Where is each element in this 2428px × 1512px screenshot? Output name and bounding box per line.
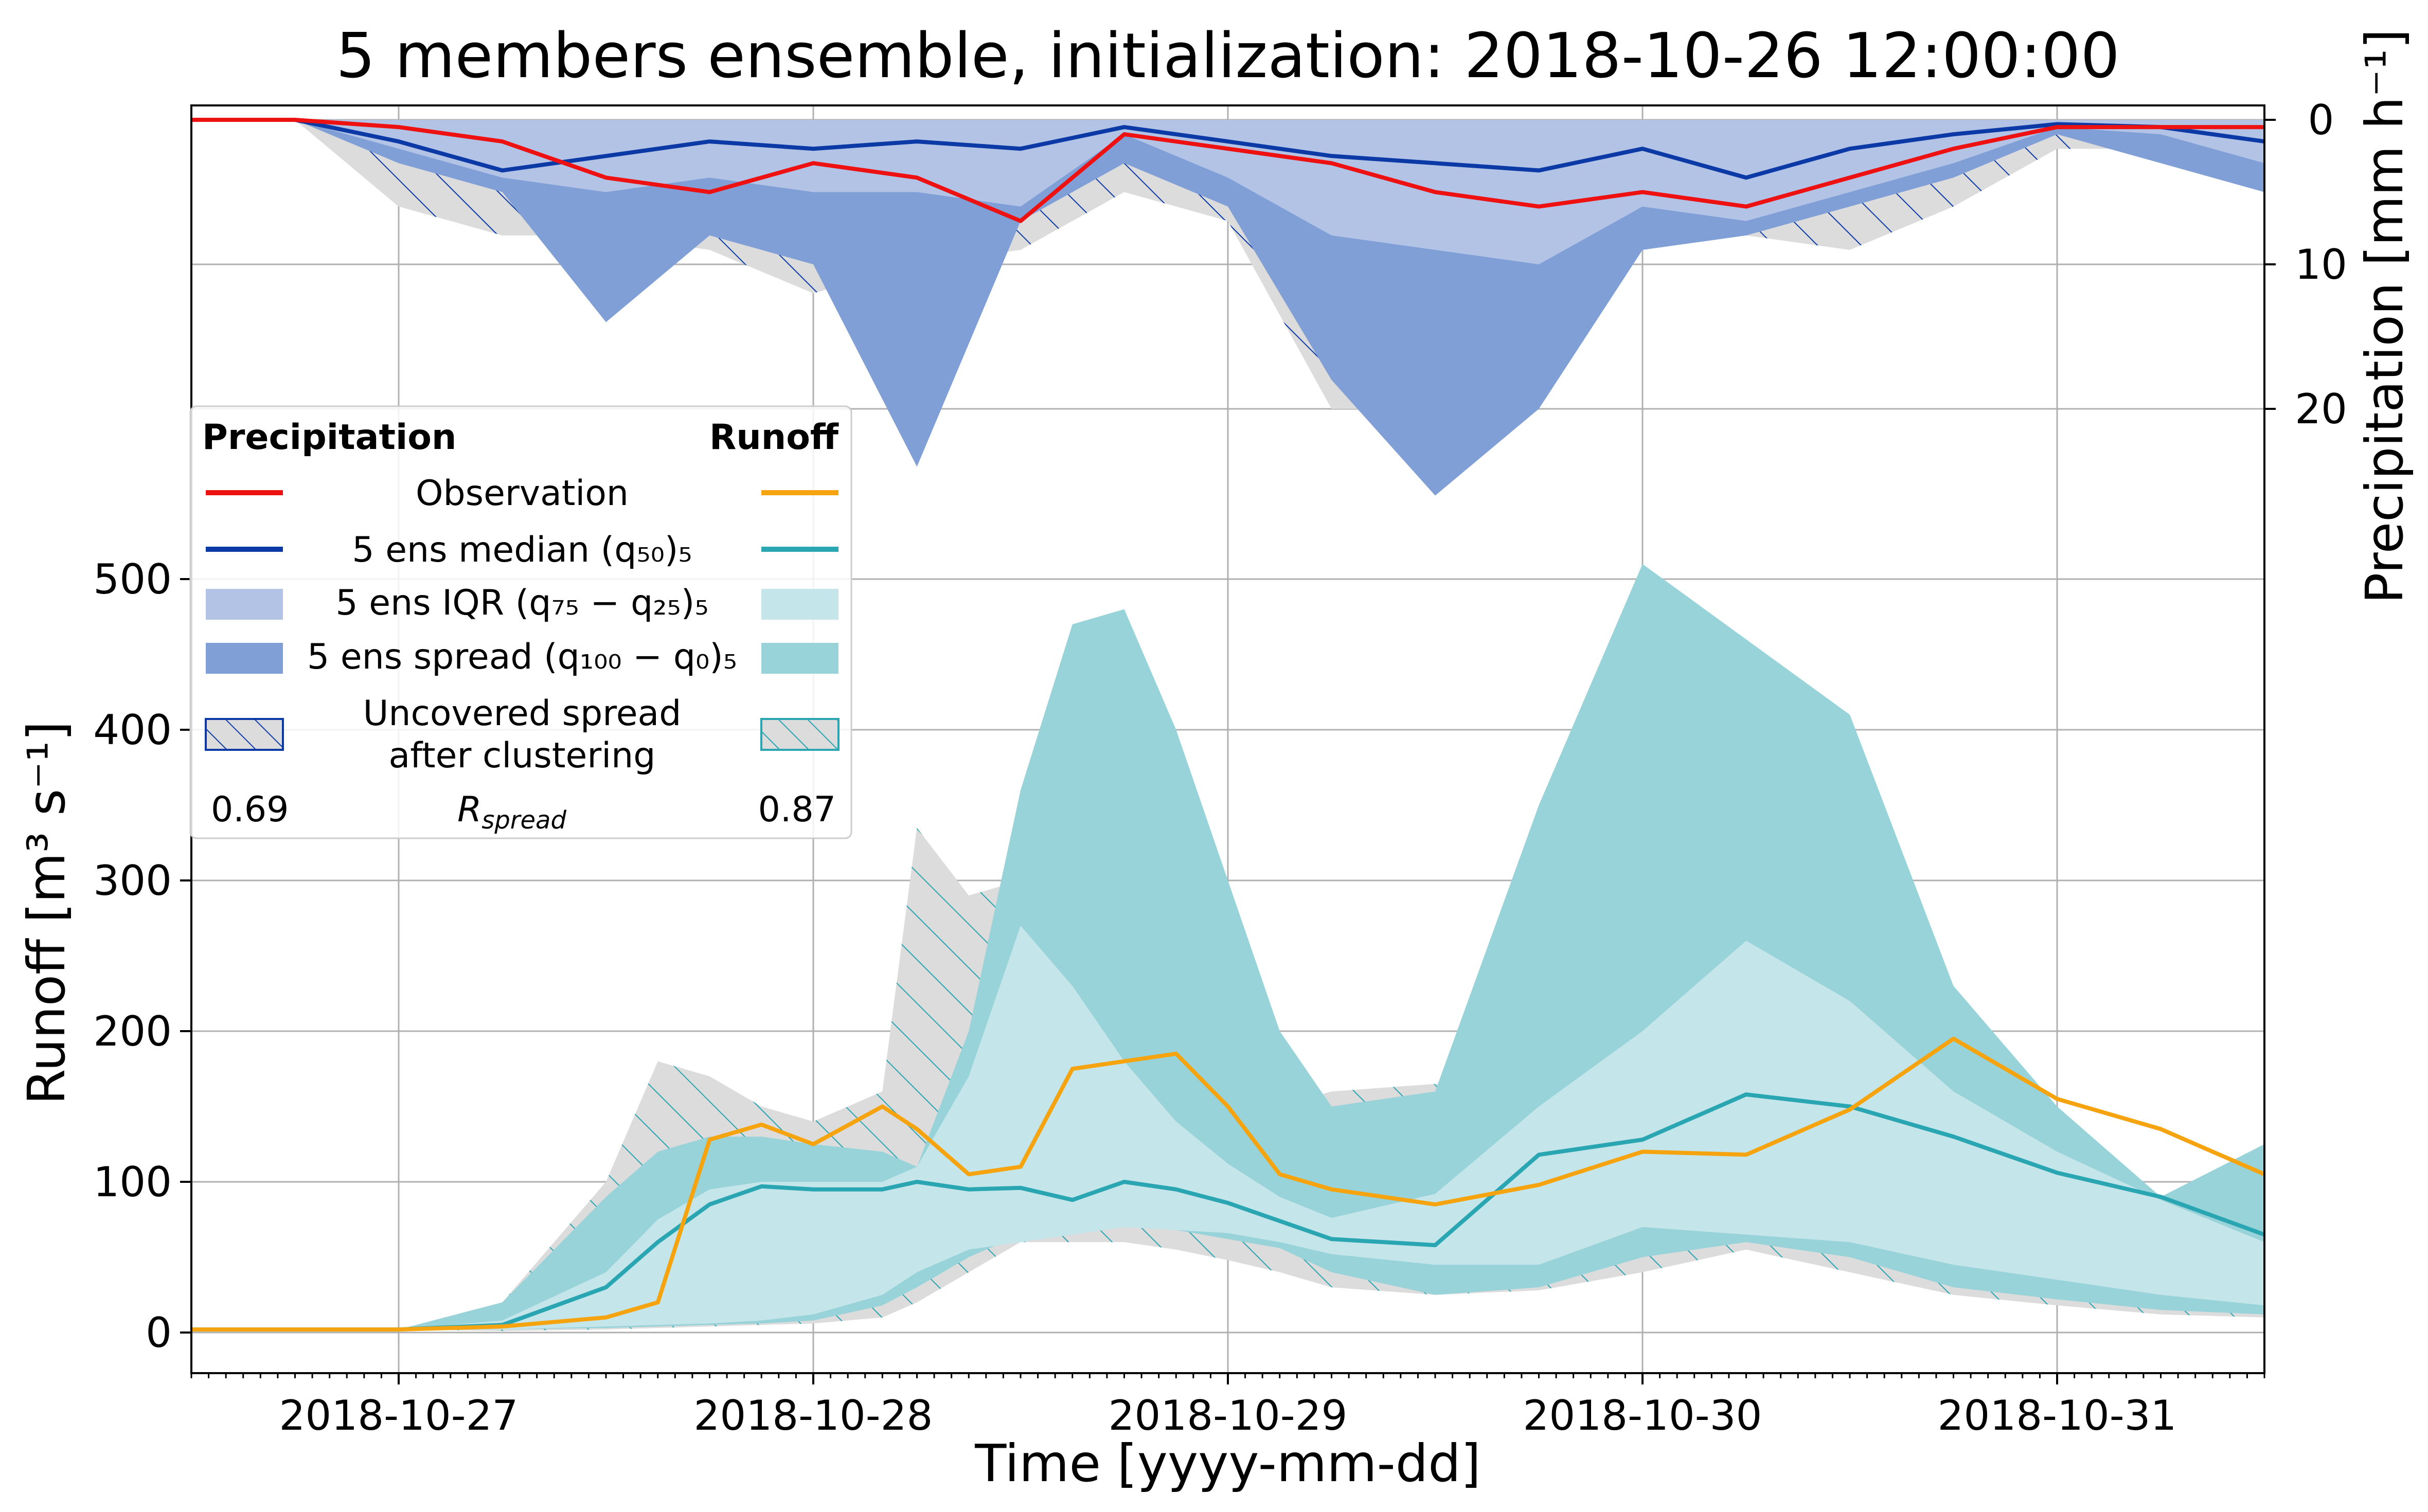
x-tick-label: 2018-10-29	[1109, 1392, 1348, 1439]
axes: 2018-10-27 2018-10-28 2018-10-29 2018-10-30…	[93, 96, 2347, 1439]
legend-label-uncovered: Uncovered spread after clustering	[363, 693, 682, 776]
legend-box	[189, 405, 852, 839]
runoff-median-line	[191, 1092, 2264, 1332]
x-tick-label: 2018-10-27	[279, 1392, 519, 1439]
x-tick-label: 2018-10-31	[1938, 1392, 2177, 1439]
legend-precip-uncovered-swatch	[205, 718, 284, 751]
legend-rspread-right-value: 0.87	[758, 789, 836, 830]
runoff-series-group	[191, 564, 2264, 1332]
runoff-y-tick-label: 300	[93, 857, 172, 905]
legend-runoff-uncovered-swatch	[760, 718, 840, 751]
precip-median-line	[191, 118, 2264, 180]
runoff-iqr-area	[191, 925, 2264, 1330]
precip-observation-line	[191, 118, 2264, 223]
x-tick-label: 2018-10-30	[1523, 1392, 1762, 1439]
x-tick-label: 2018-10-28	[694, 1392, 933, 1439]
x-axis-label: Time [yyyy-mm-dd]	[974, 1433, 1480, 1493]
runoff-y-tick-label: 0	[146, 1309, 172, 1357]
precipitation-series-group	[191, 118, 2264, 496]
legend-header-precipitation: Precipitation	[202, 417, 456, 458]
runoff-observation-line	[191, 1036, 2264, 1332]
legend-label-iqr: 5 ens IQR (q₇₅ − q₂₅)₅	[335, 583, 708, 623]
runoff-y-tick-label: 500	[93, 555, 172, 603]
legend-label-spread: 5 ens spread (q₁₀₀ − q₀)₅	[307, 637, 737, 677]
legend-label-observation: Observation	[416, 473, 629, 514]
legend-precip-iqr-swatch	[206, 589, 283, 620]
legend-runoff-iqr-swatch	[761, 589, 838, 620]
legend-runoff-spread-swatch	[761, 643, 838, 674]
y-axis-label-right: Precipitation [mm h⁻¹]	[2354, 29, 2415, 604]
legend-label-median: 5 ens median (q₅₀)₅	[352, 530, 692, 570]
runoff-y-tick-label: 200	[93, 1007, 172, 1055]
runoff-y-tick-label: 400	[93, 706, 172, 754]
legend-rspread-left-value: 0.69	[211, 789, 289, 830]
legend-rspread-label: Rspread	[457, 789, 566, 835]
legend-precip-spread-swatch	[206, 643, 283, 674]
legend-header-runoff: Runoff	[709, 417, 839, 458]
legend: Precipitation Runoff Observation 5 ens m…	[189, 405, 852, 839]
chart-title: 5 members ensemble, initialization: 2018…	[336, 21, 2120, 92]
precip-y-tick-label: 20	[2295, 385, 2347, 433]
precip-y-tick-label: 0	[2308, 96, 2334, 144]
runoff-y-tick-label: 100	[93, 1158, 172, 1206]
precip-iqr-area	[191, 120, 2264, 264]
y-axis-label-left: Runoff [m³ s⁻¹]	[16, 721, 77, 1105]
precip-y-tick-label: 10	[2295, 241, 2347, 289]
